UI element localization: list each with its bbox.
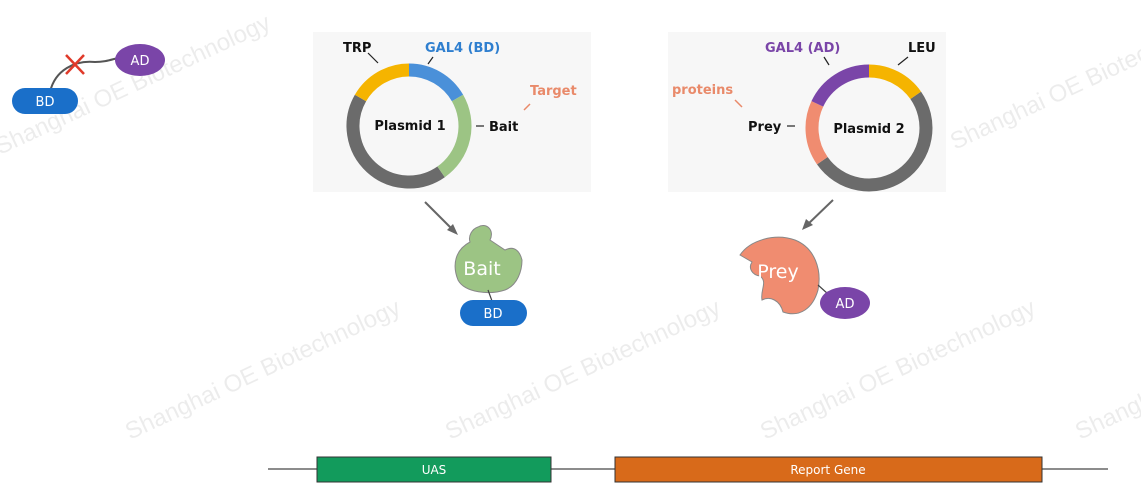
prey-protein-shape (739, 236, 820, 315)
ad-ellipse (820, 287, 870, 319)
plasmid1-name: Plasmid 1 (374, 119, 445, 134)
leu-segment (868, 64, 922, 100)
plasmid2-name: Plasmid 2 (833, 122, 904, 137)
prey-label: Prey (748, 120, 782, 135)
report-gene-label: Report Gene (790, 463, 865, 477)
gal4-bd-label: GAL4 (BD) (425, 41, 500, 56)
watermark: Shanghai OE Biotechnology (756, 294, 1040, 445)
bd-pill (12, 88, 78, 114)
watermark: Shanghai OE Biotechnology (1071, 294, 1141, 445)
backbone-segment (816, 91, 933, 192)
proteins-arrow-icon (734, 99, 743, 108)
uas-box (316, 456, 552, 483)
reporter-construct: UAS Report Gene (268, 456, 1108, 483)
uas-label: UAS (422, 463, 447, 477)
gal4-ad-label: GAL4 (AD) (765, 41, 840, 56)
target-label: Target (530, 84, 577, 99)
gal4-bd-segment (408, 63, 464, 102)
gal4-ad-segment (811, 64, 870, 107)
backbone-segment (346, 94, 445, 189)
trp-segment (354, 63, 410, 102)
bd-pill (460, 300, 527, 326)
target-arrow-icon (523, 103, 531, 111)
trp-label: TRP (343, 41, 371, 56)
bait-segment (437, 94, 472, 178)
bd-ad-separated: BD AD (12, 44, 165, 114)
bait-protein-shape (454, 225, 523, 293)
ad-label: AD (131, 54, 150, 69)
leu-label: LEU (908, 41, 936, 56)
prey-protein-label: Prey (757, 261, 798, 283)
watermark: Shanghai OE Biotechnology (0, 9, 275, 160)
bd-label: BD (36, 95, 55, 110)
bd-domain-label: BD (484, 307, 503, 322)
watermark: Shanghai OE Biotechnology (946, 4, 1141, 155)
proteins-label: proteins (672, 83, 733, 98)
ad-domain-label: AD (836, 297, 855, 312)
ad-ellipse (115, 44, 165, 76)
plasmid1 (346, 63, 472, 189)
report-gene-box (614, 456, 1043, 483)
watermark: Shanghai OE Biotechnology (121, 294, 405, 445)
arrow-down-left-icon (802, 219, 813, 230)
red-x-icon (65, 54, 85, 75)
arrow-down-right-icon (447, 224, 458, 235)
linker-line (49, 57, 119, 93)
plasmid2-panel (668, 32, 946, 192)
prey-segment (805, 101, 828, 165)
bait-protein-label: Bait (463, 258, 500, 280)
plasmid2 (805, 64, 933, 192)
bait-label: Bait (489, 120, 518, 135)
